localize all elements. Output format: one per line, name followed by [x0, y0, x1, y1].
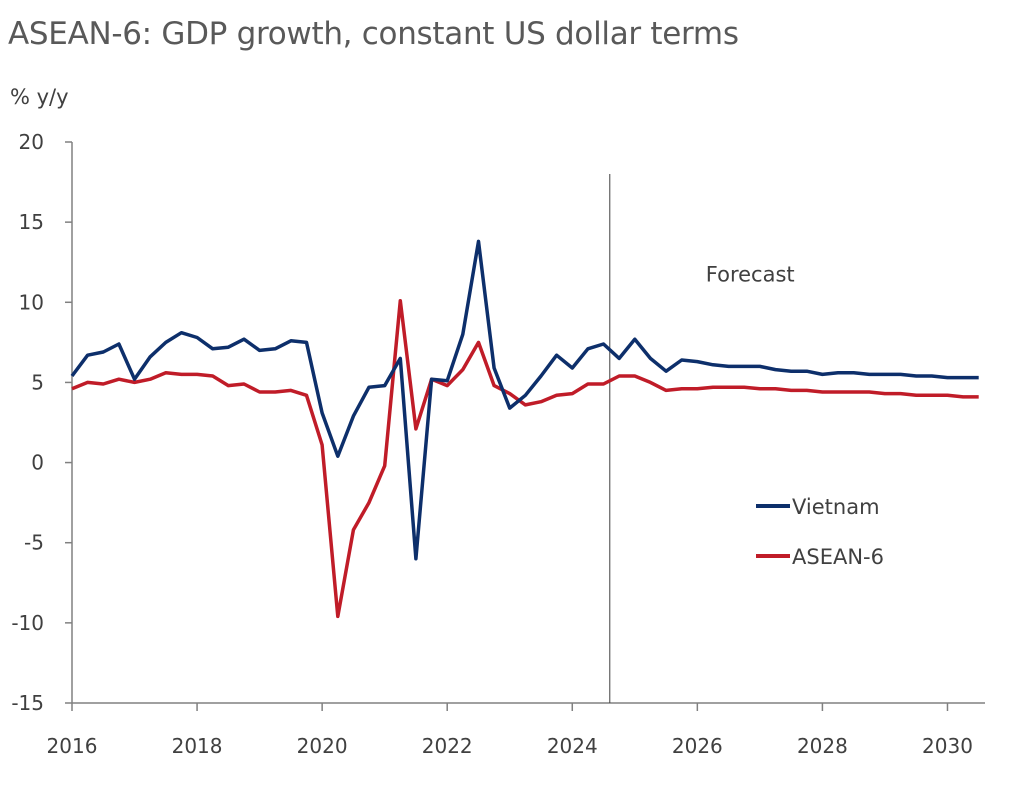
x-tick-label: 2022: [422, 734, 473, 758]
y-tick-label: 0: [31, 451, 44, 475]
y-tick-label: 20: [19, 130, 44, 154]
x-tick-label: 2024: [547, 734, 598, 758]
x-tick-label: 2026: [672, 734, 723, 758]
series-line-asean-6: [71, 298, 979, 619]
y-tick-label: 10: [19, 290, 44, 314]
x-tick-label: 2028: [797, 734, 848, 758]
legend-label: Vietnam: [792, 495, 880, 519]
y-tick-label: -15: [11, 691, 44, 715]
x-tick-label: 2018: [172, 734, 223, 758]
y-tick-label: 5: [31, 370, 44, 394]
y-axis-unit-label: % y/y: [10, 85, 69, 109]
legend-label: ASEAN-6: [792, 545, 884, 569]
x-tick-label: 2020: [297, 734, 348, 758]
series-line-vietnam: [70, 239, 979, 561]
chart-title: ASEAN-6: GDP growth, constant US dollar …: [8, 16, 739, 52]
x-tick-label: 2030: [922, 734, 973, 758]
x-tick-label: 2016: [47, 734, 98, 758]
y-tick-label: 15: [19, 210, 44, 234]
y-tick-label: -5: [24, 531, 44, 555]
forecast-annotation: Forecast: [706, 262, 795, 286]
y-tick-label: -10: [11, 611, 44, 635]
